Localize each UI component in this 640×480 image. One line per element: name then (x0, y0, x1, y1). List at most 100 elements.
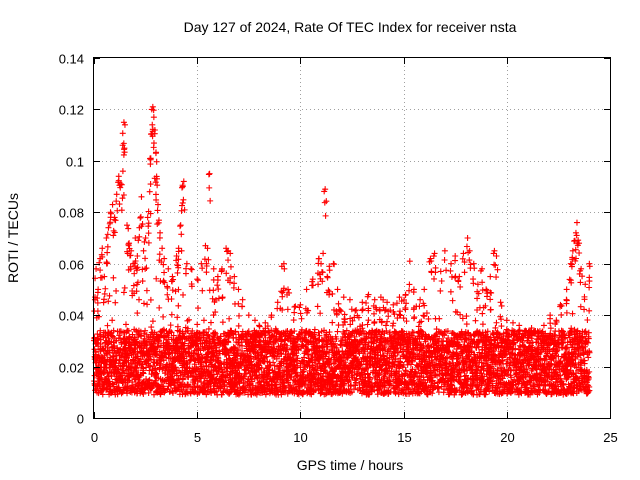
data-point (145, 389, 152, 396)
data-point (184, 361, 191, 368)
data-point (104, 322, 111, 329)
data-point (137, 333, 144, 340)
data-point (125, 327, 132, 334)
data-point (153, 275, 160, 282)
data-point (110, 327, 117, 334)
data-point (403, 318, 410, 325)
data-point (144, 301, 151, 308)
data-point (106, 292, 113, 299)
data-point (131, 375, 138, 382)
data-point (110, 353, 117, 360)
data-point (117, 356, 124, 363)
data-point (104, 385, 111, 392)
data-point (97, 341, 104, 348)
data-point (226, 315, 233, 322)
data-point (148, 385, 155, 392)
data-point (146, 376, 153, 383)
data-point (189, 327, 196, 334)
data-point (160, 313, 167, 320)
data-point (109, 317, 116, 324)
data-point (95, 313, 102, 320)
data-point (214, 371, 221, 378)
data-point (116, 332, 123, 339)
data-point (139, 369, 146, 376)
data-point (136, 296, 143, 303)
data-point (140, 390, 147, 397)
data-point (215, 368, 222, 375)
data-point (181, 340, 188, 347)
data-point (105, 335, 112, 342)
data-point (185, 316, 192, 323)
data-point (194, 321, 201, 328)
data-point (212, 363, 219, 370)
data-point (156, 304, 163, 311)
data-point (133, 367, 140, 374)
data-point (221, 383, 228, 390)
data-point (142, 327, 149, 334)
data-point (219, 319, 226, 326)
data-point (143, 287, 150, 294)
data-point (199, 363, 206, 370)
data-point (363, 299, 370, 306)
data-point (110, 274, 117, 281)
data-point (197, 347, 204, 354)
data-point (449, 297, 456, 304)
data-point (149, 318, 156, 325)
data-point (212, 309, 219, 316)
data-point (121, 284, 128, 291)
data-point (493, 319, 500, 326)
data-point (132, 345, 139, 352)
data-point (120, 289, 127, 296)
data-point (218, 366, 225, 373)
data-point (421, 313, 428, 320)
data-point (174, 314, 181, 321)
data-point (140, 370, 147, 377)
data-point (186, 358, 193, 365)
data-point (145, 362, 152, 369)
data-point (137, 356, 144, 363)
data-point (169, 287, 176, 294)
data-point (314, 303, 321, 310)
data-point (209, 336, 216, 343)
data-point (292, 303, 299, 310)
data-point (213, 388, 220, 395)
data-point (191, 350, 198, 357)
data-point (167, 322, 174, 329)
data-point (194, 341, 201, 348)
data-point (122, 321, 129, 328)
data-point (147, 336, 154, 343)
data-point (168, 311, 175, 318)
data-point (183, 359, 190, 366)
data-point (166, 340, 173, 347)
data-point (436, 315, 443, 322)
data-point (210, 352, 217, 359)
data-point (374, 391, 381, 398)
data-point (329, 319, 336, 326)
data-point (145, 377, 152, 384)
data-point (180, 291, 187, 298)
data-point (196, 389, 203, 396)
data-point (157, 360, 164, 367)
data-point (158, 355, 165, 362)
data-point (174, 323, 181, 330)
data-point (213, 349, 220, 356)
data-point (166, 350, 173, 357)
data-point (472, 317, 479, 324)
data-point (201, 385, 208, 392)
data-point (217, 333, 224, 340)
data-point (183, 353, 190, 360)
data-point (112, 299, 119, 306)
data-point (213, 344, 220, 351)
data-point (463, 321, 470, 328)
data-point (134, 310, 141, 317)
data-point (149, 384, 156, 391)
data-point (197, 337, 204, 344)
data-point (168, 329, 175, 336)
data-point (184, 325, 191, 332)
data-point (479, 310, 486, 317)
data-point (337, 307, 344, 314)
data-point (487, 306, 494, 313)
data-point (479, 321, 486, 328)
data-point (212, 330, 219, 337)
